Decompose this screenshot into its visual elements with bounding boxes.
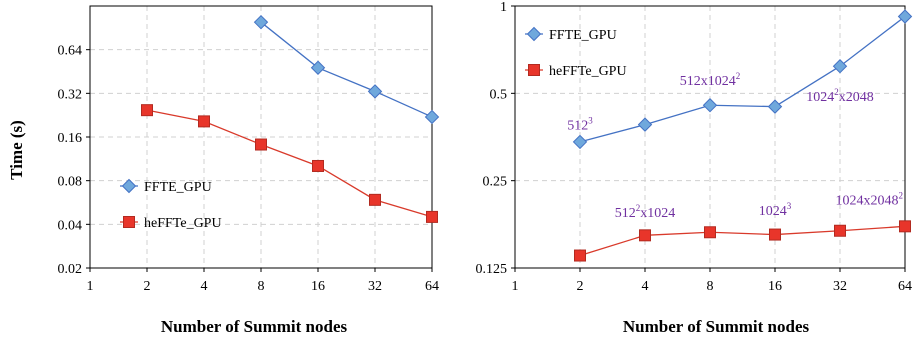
data-point-heffte <box>704 226 716 239</box>
series-line-heffte <box>146 109 433 218</box>
size-annotation: 10242x2048 <box>806 87 874 105</box>
y-tick-label: 0.04 <box>58 218 83 233</box>
data-point-ffte <box>637 117 653 132</box>
x-axis-title: Number of Summit nodes <box>623 317 810 336</box>
y-tick-label: 0.125 <box>476 262 508 277</box>
data-point-heffte <box>574 249 586 262</box>
data-point-heffte <box>834 224 846 237</box>
size-annotation: 5122x1024 <box>615 203 676 221</box>
x-tick-label: 2 <box>577 279 584 294</box>
x-tick-label: 8 <box>258 279 265 294</box>
data-point-ffte <box>253 14 269 30</box>
series-line-heffte <box>579 225 906 257</box>
data-point-ffte <box>767 99 783 114</box>
x-tick-label: 32 <box>368 279 382 294</box>
y-tick-label: 1 <box>500 0 507 15</box>
data-point-heffte <box>141 104 153 117</box>
y-tick-label: 0.32 <box>58 87 83 102</box>
legend-marker-ffte <box>526 26 542 42</box>
x-tick-label: 8 <box>707 279 714 294</box>
x-tick-label: 4 <box>201 279 208 294</box>
size-annotation: 512x10242 <box>680 71 741 89</box>
x-tick-label: 2 <box>144 279 151 294</box>
x-axis-title: Number of Summit nodes <box>161 317 348 336</box>
legend-label-ffte: FFTE_GPU <box>549 28 617 43</box>
data-point-heffte <box>426 210 438 223</box>
series-line-ffte <box>579 15 906 143</box>
data-point-ffte <box>572 134 588 150</box>
data-point-ffte <box>310 60 326 75</box>
x-tick-label: 1 <box>87 279 94 294</box>
series-line-ffte <box>260 21 433 118</box>
size-annotation: 1024x20482 <box>836 190 904 208</box>
data-point-heffte <box>639 229 651 242</box>
legend-marker-heffte <box>123 216 135 228</box>
data-point-heffte <box>899 220 911 233</box>
x-tick-label: 4 <box>642 279 649 294</box>
x-tick-label: 16 <box>768 279 782 294</box>
data-point-ffte <box>424 109 440 125</box>
data-point-ffte <box>702 98 718 113</box>
data-point-heffte <box>198 115 210 128</box>
x-tick-label: 64 <box>898 279 912 294</box>
x-tick-label: 32 <box>833 279 847 294</box>
right-chart: 0.125 0.25 0.5 1 1 2 4 8 16 32 64 Number of Summit … <box>476 0 913 336</box>
y-tick-label: 0.64 <box>58 44 83 59</box>
legend-label-ffte: FFTE_GPU <box>144 180 212 195</box>
legend-label-heffte: heFFTe_GPU <box>144 216 222 231</box>
size-annotation: 5123 <box>567 116 593 134</box>
y-axis-title: Time (s) <box>7 120 26 180</box>
data-point-ffte <box>897 9 913 24</box>
data-point-heffte <box>312 159 324 172</box>
data-point-heffte <box>369 193 381 206</box>
legend-label-heffte: heFFTe_GPU <box>549 64 627 79</box>
y-tick-label: 0.5 <box>490 87 508 102</box>
size-annotation: 10243 <box>759 201 792 219</box>
data-point-heffte <box>769 228 781 241</box>
left-chart: 0.02 0.04 0.08 0.16 0.32 0.64 1 2 4 8 16 32 64 Number… <box>58 5 440 336</box>
y-tick-label: 0.25 <box>483 175 508 190</box>
x-tick-label: 16 <box>311 279 325 294</box>
y-tick-label: 0.08 <box>58 175 83 190</box>
x-tick-label: 64 <box>425 279 439 294</box>
data-point-ffte <box>367 84 383 99</box>
y-tick-label: 0.02 <box>58 262 83 277</box>
y-tick-label: 0.16 <box>58 131 83 146</box>
data-point-ffte <box>832 59 848 74</box>
data-point-heffte <box>255 138 267 151</box>
legend-marker-ffte <box>121 178 137 194</box>
legend-marker-heffte <box>528 64 540 76</box>
x-tick-label: 1 <box>512 279 519 294</box>
